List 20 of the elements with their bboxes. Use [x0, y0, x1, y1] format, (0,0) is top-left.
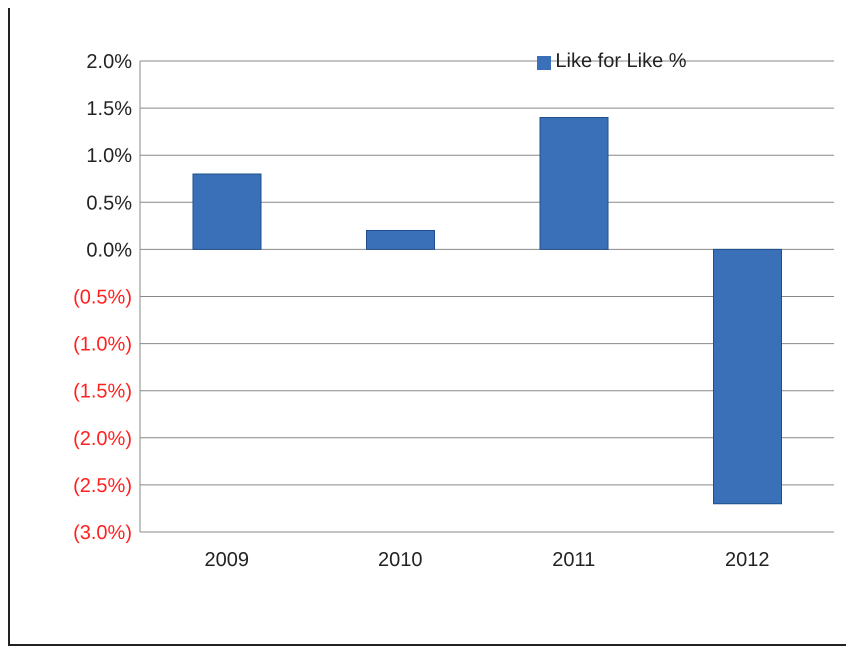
y-tick-label: (0.5%) [73, 286, 132, 308]
x-tick-label: 2012 [725, 549, 770, 572]
x-tick-label: 2010 [378, 549, 422, 572]
x-tick-label: 2011 [552, 549, 596, 572]
y-tick-label: 0.5% [86, 192, 132, 214]
y-tick-label: (3.0%) [73, 522, 132, 544]
y-tick-label: 1.0% [86, 145, 132, 168]
bar [366, 230, 435, 250]
y-tick-label: 1.5% [86, 98, 132, 120]
bar [713, 248, 782, 504]
y-tick-label: (2.0%) [73, 428, 132, 450]
y-tick-label: (2.5%) [73, 474, 132, 497]
x-tick-label: 2009 [204, 549, 249, 572]
y-tick-label: 2.0% [86, 51, 132, 73]
bar [192, 174, 262, 250]
bar [540, 117, 608, 250]
y-tick-label: (1.5%) [73, 380, 132, 403]
legend-label: Like for Like % [555, 50, 687, 72]
y-tick-label: (1.0%) [73, 334, 132, 356]
y-tick-label: 0.0% [86, 239, 132, 262]
